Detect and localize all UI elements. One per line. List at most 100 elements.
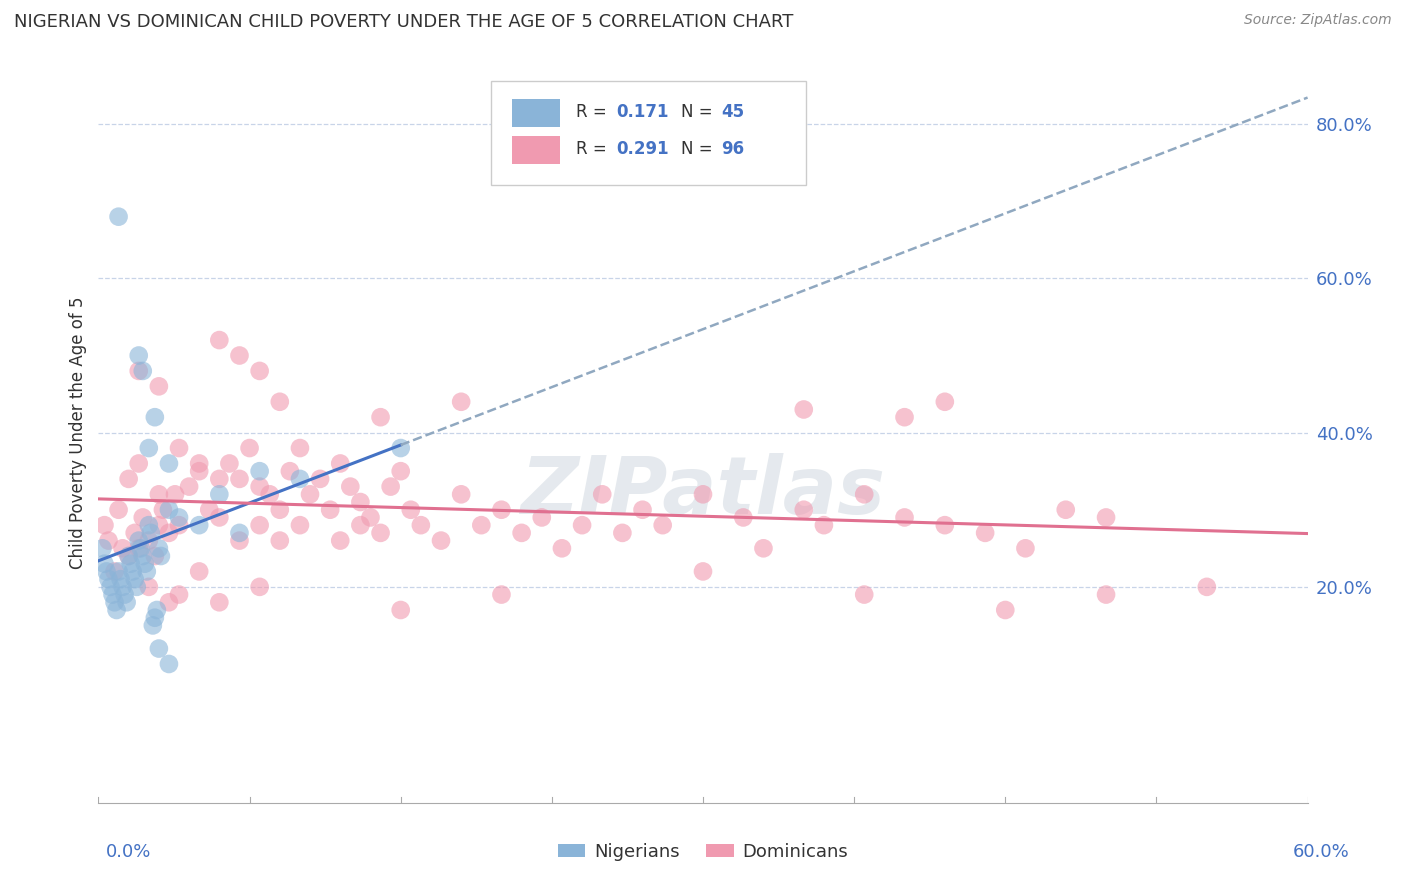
Point — [146, 603, 169, 617]
Text: N =: N = — [682, 103, 718, 121]
Point — [96, 565, 118, 579]
Text: 0.291: 0.291 — [616, 140, 669, 158]
Point — [692, 565, 714, 579]
Text: 0.0%: 0.0% — [105, 843, 150, 861]
Point — [111, 580, 134, 594]
Point — [157, 657, 180, 671]
Point — [218, 457, 240, 471]
Bar — [512, 136, 561, 164]
Point — [103, 565, 125, 579]
Point — [228, 349, 250, 363]
Point — [591, 487, 613, 501]
Point — [188, 518, 211, 533]
Point — [239, 441, 262, 455]
Text: R =: R = — [576, 140, 612, 158]
Point — [125, 580, 148, 594]
Text: ZIPatlas: ZIPatlas — [520, 453, 886, 531]
Point — [179, 480, 201, 494]
Point — [143, 410, 166, 425]
Point — [157, 595, 180, 609]
Point — [124, 525, 146, 540]
Point — [115, 595, 138, 609]
Point — [389, 441, 412, 455]
Point — [114, 588, 136, 602]
Point — [134, 557, 156, 571]
Point — [470, 518, 492, 533]
Point — [249, 464, 271, 478]
Point — [97, 533, 120, 548]
Text: R =: R = — [576, 103, 612, 121]
Point — [530, 510, 553, 524]
Point — [430, 533, 453, 548]
Point — [631, 502, 654, 516]
Point — [188, 464, 211, 478]
Point — [974, 525, 997, 540]
Point — [288, 472, 311, 486]
Point — [167, 518, 190, 533]
Text: Source: ZipAtlas.com: Source: ZipAtlas.com — [1244, 13, 1392, 28]
Point — [128, 457, 150, 471]
Text: 0.171: 0.171 — [616, 103, 668, 121]
Point — [152, 502, 174, 516]
Point — [139, 525, 162, 540]
Point — [339, 480, 361, 494]
Point — [105, 603, 128, 617]
Point — [100, 580, 122, 594]
Point — [208, 472, 231, 486]
Point — [167, 441, 190, 455]
Point — [612, 525, 634, 540]
Point — [450, 394, 472, 409]
Point — [107, 210, 129, 224]
Point — [288, 518, 311, 533]
Point — [148, 487, 170, 501]
Point — [101, 588, 124, 602]
Point — [228, 533, 250, 548]
Point — [118, 549, 141, 563]
Point — [157, 502, 180, 516]
Point — [121, 565, 143, 579]
Point — [111, 541, 134, 556]
Point — [107, 565, 129, 579]
Point — [1014, 541, 1036, 556]
Point — [853, 487, 876, 501]
Point — [793, 402, 815, 417]
Point — [370, 410, 392, 425]
Point — [143, 549, 166, 563]
Point — [329, 533, 352, 548]
Point — [110, 572, 132, 586]
Point — [149, 549, 172, 563]
Point — [148, 518, 170, 533]
Point — [319, 502, 342, 516]
Point — [132, 549, 155, 563]
Point — [138, 580, 160, 594]
Point — [389, 603, 412, 617]
Point — [551, 541, 574, 556]
Legend: Nigerians, Dominicans: Nigerians, Dominicans — [550, 836, 856, 868]
Point — [138, 518, 160, 533]
Point — [138, 533, 160, 548]
Point — [208, 487, 231, 501]
Point — [349, 495, 371, 509]
Point — [132, 364, 155, 378]
Point — [128, 364, 150, 378]
Text: N =: N = — [682, 140, 718, 158]
Point — [752, 541, 775, 556]
Point — [1054, 502, 1077, 516]
Point — [399, 502, 422, 516]
Point — [571, 518, 593, 533]
Point — [208, 333, 231, 347]
Text: NIGERIAN VS DOMINICAN CHILD POVERTY UNDER THE AGE OF 5 CORRELATION CHART: NIGERIAN VS DOMINICAN CHILD POVERTY UNDE… — [14, 13, 793, 31]
FancyBboxPatch shape — [492, 81, 806, 185]
Point — [97, 572, 120, 586]
Point — [278, 464, 301, 478]
Point — [269, 502, 291, 516]
Point — [103, 595, 125, 609]
Point — [793, 502, 815, 516]
Point — [91, 541, 114, 556]
Point — [269, 394, 291, 409]
Point — [107, 502, 129, 516]
Point — [349, 518, 371, 533]
Point — [259, 487, 281, 501]
Point — [934, 518, 956, 533]
Point — [491, 588, 513, 602]
